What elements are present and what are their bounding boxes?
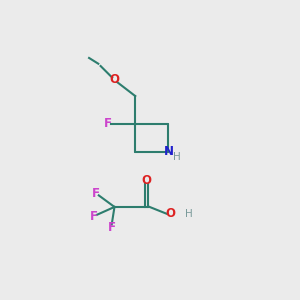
Text: O: O (165, 207, 175, 220)
Text: F: F (103, 117, 112, 130)
Text: O: O (142, 174, 152, 187)
Text: O: O (110, 74, 119, 86)
Text: H: H (172, 152, 180, 162)
Text: F: F (108, 221, 116, 234)
Text: F: F (92, 187, 100, 200)
Text: F: F (90, 210, 98, 223)
Text: H: H (184, 209, 192, 219)
Text: N: N (164, 145, 174, 158)
